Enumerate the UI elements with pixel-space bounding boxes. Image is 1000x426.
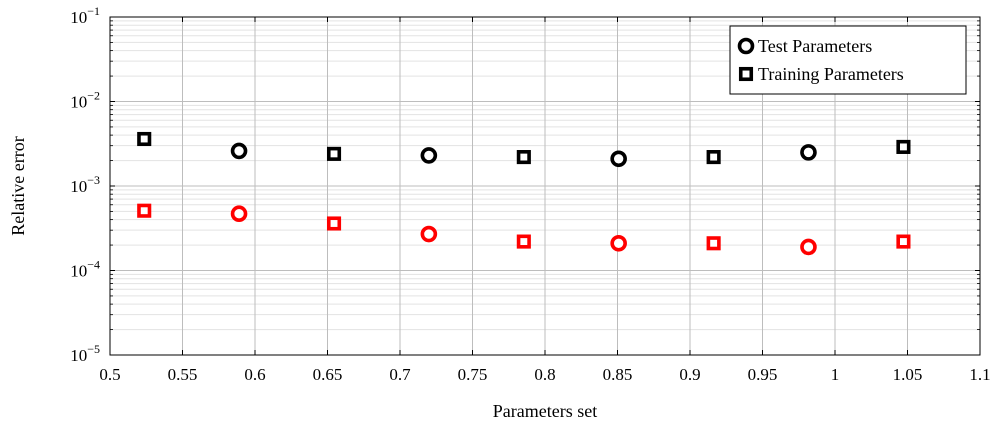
legend-label-training: Training Parameters [758, 64, 904, 84]
y-tick-exponent: −3 [87, 173, 100, 187]
y-tick-exponent: −4 [87, 258, 100, 272]
data-point-square [137, 131, 152, 147]
data-point-circle [230, 205, 248, 223]
y-tick-label: 10−3 [70, 173, 100, 196]
legend: Test Parameters Training Parameters [729, 25, 967, 95]
data-point-square [896, 139, 911, 154]
x-tick-label: 0.8 [534, 365, 555, 384]
plot-frame [109, 16, 981, 356]
y-tick-base: 10 [70, 8, 87, 27]
legend-box [729, 25, 967, 95]
x-tick-label: 0.6 [244, 365, 265, 384]
data-point-circle [420, 147, 438, 164]
data-point-square [516, 150, 531, 165]
x-tick-label: 1 [831, 365, 840, 384]
x-tick-label: 0.75 [458, 365, 488, 384]
data-point-square [516, 234, 531, 249]
data-point-square [706, 150, 721, 165]
data-markers [137, 131, 911, 256]
data-point-square [137, 203, 152, 218]
y-tick-label: 10−1 [70, 4, 100, 27]
y-axis-label: Relative error [8, 136, 28, 235]
y-tick-label: 10−2 [70, 89, 100, 112]
data-point-square [896, 234, 911, 249]
x-tick-label: 0.95 [748, 365, 778, 384]
y-tick-exponent: −1 [87, 4, 100, 18]
y-tick-label: 10−4 [70, 258, 100, 281]
legend-square-icon [738, 66, 754, 82]
data-point-square [326, 216, 342, 231]
data-point-circle [230, 142, 248, 160]
legend-circle-marker [737, 37, 755, 55]
x-tick-label: 1.1 [969, 365, 990, 384]
x-tick-label: 0.7 [389, 365, 411, 384]
data-point-square [326, 146, 342, 161]
y-tick-label: 10−5 [70, 342, 100, 365]
x-axis-label: Parameters set [493, 401, 597, 421]
data-point-circle [800, 238, 817, 256]
y-tick-exponent: −5 [87, 342, 100, 356]
data-point-circle [420, 225, 438, 243]
x-tick-label: 0.9 [679, 365, 700, 384]
y-tick-base: 10 [70, 262, 87, 281]
y-tick-base: 10 [70, 346, 87, 365]
x-tick-label: 0.85 [603, 365, 633, 384]
x-tick-label: 0.65 [313, 365, 343, 384]
legend-circle-icon [737, 37, 755, 55]
x-tick-label: 0.5 [99, 365, 120, 384]
y-tick-base: 10 [70, 177, 87, 196]
data-point-circle [610, 234, 627, 252]
x-tick-label: 1.05 [893, 365, 923, 384]
data-point-square [706, 236, 721, 251]
y-tick-exponent: −2 [87, 89, 100, 103]
tick-labels: 0.5 0.55 0.6 0.65 0.7 0.75 0.8 0.85 0.9 0.95 1 1.05… [70, 4, 990, 384]
data-point-circle [800, 144, 817, 161]
legend-square-marker [738, 66, 754, 82]
legend-label-test: Test Parameters [758, 36, 872, 56]
data-point-circle [610, 150, 627, 168]
x-tick-label: 0.55 [168, 365, 198, 384]
y-tick-base: 10 [70, 93, 87, 112]
